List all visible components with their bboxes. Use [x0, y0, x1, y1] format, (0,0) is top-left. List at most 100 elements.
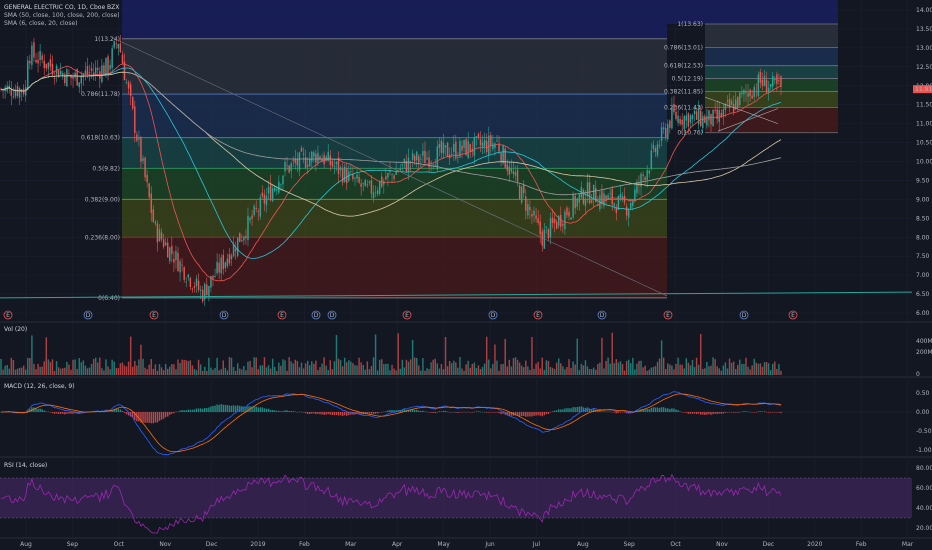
volume-bar	[636, 363, 638, 375]
event-marker-label: D	[742, 312, 747, 319]
macd-histogram-bar	[286, 410, 288, 412]
volume-bar	[232, 367, 235, 375]
volume-bar	[724, 362, 727, 375]
candle-body	[189, 278, 192, 287]
volume-bar	[308, 365, 311, 375]
volume-bar	[455, 362, 457, 375]
macd-histogram-bar	[247, 406, 249, 412]
candle-body	[430, 162, 432, 164]
volume-bar	[109, 369, 111, 375]
volume-bar	[230, 357, 233, 375]
macd-histogram-bar	[722, 412, 725, 414]
macd-histogram-bar	[144, 412, 146, 423]
macd-histogram-bar	[586, 407, 589, 412]
candle-body	[416, 151, 418, 161]
volume-bar	[411, 339, 414, 375]
price-tick-label: 9.50	[916, 177, 930, 184]
candle-body	[547, 229, 550, 239]
macd-histogram-bar	[693, 412, 696, 414]
volume-bar	[387, 363, 389, 375]
candle-body	[199, 289, 202, 291]
volume-bar	[389, 370, 391, 375]
macd-histogram-bar	[448, 412, 451, 413]
candle-body	[560, 214, 562, 227]
volume-bar	[376, 370, 379, 375]
candle-body	[625, 206, 628, 216]
macd-histogram-bar	[226, 404, 229, 412]
fib-right-band	[705, 24, 838, 48]
candle-body	[43, 60, 45, 69]
price-tick-label: 8.00	[916, 234, 930, 241]
volume-bar	[566, 366, 568, 375]
time-tick-label: Feb	[856, 541, 867, 548]
candle-body	[25, 87, 27, 96]
macd-histogram-bar	[193, 409, 196, 412]
volume-bar	[348, 360, 350, 375]
candle-body	[498, 143, 500, 152]
candle-body	[298, 152, 301, 171]
volume-bar	[115, 368, 117, 375]
candle-body	[673, 103, 675, 113]
candle-body	[140, 137, 142, 162]
candle-body	[166, 242, 169, 258]
macd-histogram-bar	[749, 411, 751, 413]
volume-bar	[311, 361, 313, 375]
macd-histogram-bar	[648, 409, 650, 412]
volume-bar	[43, 361, 45, 375]
candle-body	[763, 75, 766, 86]
candle-body	[92, 72, 95, 76]
candle-body	[613, 203, 616, 206]
volume-bar	[59, 368, 62, 375]
volume-bar	[22, 365, 25, 375]
macd-histogram-bar	[68, 412, 70, 414]
candle-body	[234, 248, 237, 252]
macd-histogram-bar	[537, 412, 539, 416]
macd-histogram-bar	[572, 407, 574, 412]
volume-bar	[255, 357, 257, 375]
macd-histogram-bar	[488, 412, 490, 413]
candle-body	[428, 157, 430, 167]
macd-histogram-bar	[726, 412, 729, 413]
volume-bar	[35, 369, 37, 375]
volume-bar	[440, 363, 443, 375]
volume-bar	[296, 360, 299, 375]
volume-bar	[27, 357, 29, 375]
volume-bar	[51, 359, 54, 375]
candle-body	[601, 191, 603, 205]
candle-body	[197, 280, 200, 291]
macd-histogram-bar	[204, 408, 206, 412]
candle-body	[294, 158, 297, 163]
candle-body	[331, 160, 334, 167]
candle-body	[162, 239, 165, 247]
macd-histogram-bar	[545, 412, 548, 415]
volume-bar	[397, 333, 399, 375]
candle-body	[111, 48, 113, 69]
volume-bar	[10, 357, 13, 375]
price-tick-label: 9.00	[916, 196, 930, 203]
macd-histogram-bar	[755, 412, 757, 413]
candle-body	[206, 284, 208, 296]
candle-body	[181, 264, 183, 266]
macd-histogram-bar	[430, 412, 432, 413]
last-price-tag	[913, 85, 932, 94]
volume-bar	[2, 369, 4, 375]
volume-bar	[164, 363, 167, 375]
volume-bar	[632, 357, 634, 375]
candle-body	[516, 169, 519, 182]
volume-bar	[173, 364, 175, 375]
volume-bar	[286, 370, 288, 375]
candle-body	[440, 140, 443, 153]
macd-histogram-bar	[426, 411, 428, 413]
volume-bar	[496, 360, 498, 375]
price-tick-label: 13.00	[916, 45, 932, 52]
macd-histogram-bar	[730, 412, 733, 413]
volume-bar	[350, 361, 352, 375]
macd-histogram-bar	[566, 408, 568, 412]
volume-bar	[191, 365, 194, 375]
candle-body	[483, 139, 486, 147]
fib-right-level-label: 0.786(13.01)	[664, 44, 703, 51]
volume-bar	[475, 368, 478, 375]
volume-bar	[448, 360, 451, 375]
macd-histogram-bar	[557, 409, 560, 412]
